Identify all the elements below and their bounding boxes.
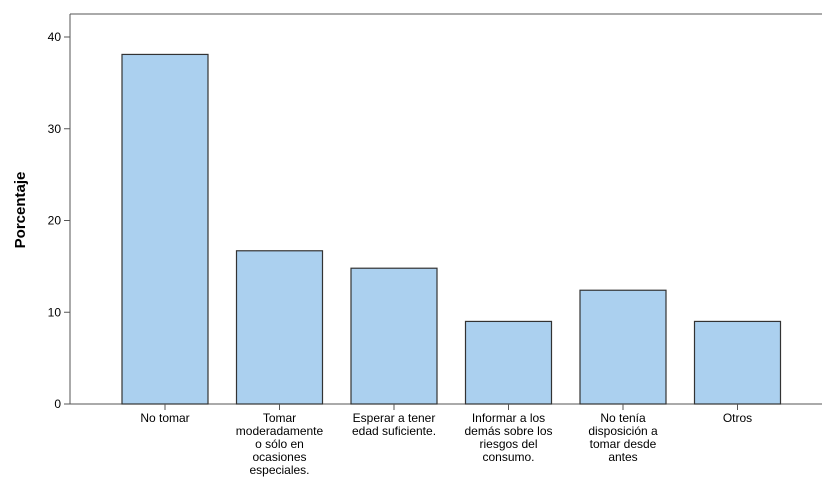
bar xyxy=(235,250,324,405)
y-tick-label: 40 xyxy=(48,30,62,44)
bar xyxy=(464,320,553,405)
x-tick-label: No tenía disposición a tomar desde antes xyxy=(588,411,658,464)
x-tick-label: Esperar a tener edad suficiente. xyxy=(352,411,436,438)
y-tick-label: 30 xyxy=(48,122,62,136)
y-axis-label: Porcentaje xyxy=(12,172,29,249)
bar xyxy=(693,320,782,405)
x-tick-label: Tomar moderadamente o sólo en ocasiones espe… xyxy=(236,411,324,477)
x-tick-label: Informar a los demás sobre los riesgos del… xyxy=(464,411,552,464)
x-tick-label: No tomar xyxy=(140,411,189,425)
y-tick-label: 10 xyxy=(48,305,62,319)
x-tick-label: Otros xyxy=(723,411,752,425)
bars xyxy=(121,53,782,405)
y-tick-label: 0 xyxy=(54,397,61,411)
bar xyxy=(579,289,667,405)
x-axis: No tomar Tomar moderadamente o sólo en ocasi… xyxy=(140,404,752,477)
y-axis: 0 10 20 30 40 xyxy=(48,30,70,411)
bar xyxy=(350,267,438,405)
y-tick-label: 20 xyxy=(48,214,62,228)
bar xyxy=(121,53,209,405)
